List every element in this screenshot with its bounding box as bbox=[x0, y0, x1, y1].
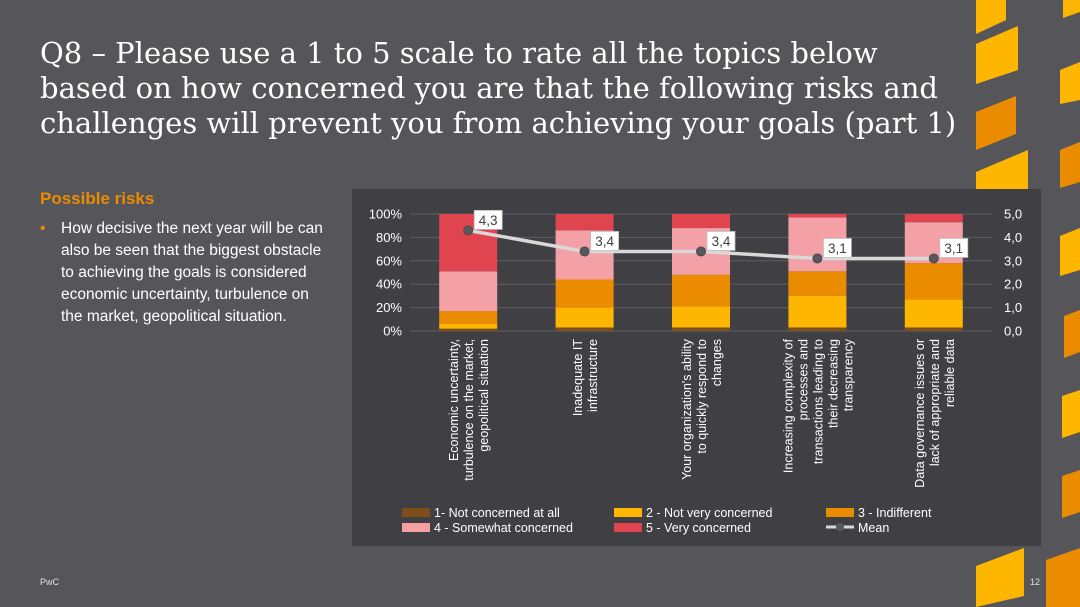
deco-shape bbox=[1062, 390, 1080, 438]
deco-shape bbox=[1060, 228, 1080, 276]
bar-segment bbox=[788, 295, 847, 328]
bar-segment bbox=[904, 214, 963, 223]
mean-point bbox=[812, 253, 823, 264]
x-tick-label: reliable data bbox=[943, 339, 957, 407]
bar-segment bbox=[672, 214, 730, 229]
y-tick-label-right: 3,0 bbox=[1004, 253, 1022, 268]
bullet-text: How decisive the next year will be can a… bbox=[61, 220, 323, 325]
deco-shape bbox=[976, 548, 1024, 607]
x-tick-label: transactions leading to bbox=[811, 339, 825, 464]
deco-shape bbox=[1046, 548, 1080, 607]
y-tick-label-right: 5,0 bbox=[1004, 207, 1022, 222]
y-tick-label-left: 40% bbox=[376, 277, 402, 292]
y-tick-label-right: 4,0 bbox=[1004, 230, 1022, 245]
legend-label: 3 - Indifferent bbox=[858, 506, 932, 520]
y-tick-label-left: 0% bbox=[383, 324, 402, 339]
x-tick-label: their decreasing bbox=[826, 339, 840, 428]
section-heading: Possible risks bbox=[40, 189, 155, 208]
bar-segment bbox=[672, 274, 730, 307]
x-tick-label: infrastructure bbox=[586, 339, 600, 412]
bar-segment bbox=[672, 306, 730, 328]
bar-segment bbox=[555, 327, 614, 331]
x-tick-label: geopolitical situation bbox=[477, 339, 491, 452]
y-tick-label-left: 60% bbox=[376, 253, 402, 268]
y-tick-label-left: 80% bbox=[376, 230, 402, 245]
mean-point bbox=[928, 253, 939, 264]
x-tick-label: lack of appropriate and bbox=[928, 339, 942, 466]
y-tick-label-right: 1,0 bbox=[1004, 300, 1022, 315]
bar-segment bbox=[904, 263, 963, 300]
bar-segment bbox=[555, 214, 614, 231]
legend-label: Mean bbox=[858, 521, 889, 535]
bar-segment bbox=[439, 311, 498, 324]
mean-data-label: 3,4 bbox=[712, 234, 731, 249]
mean-data-label: 3,4 bbox=[595, 234, 614, 249]
mean-label-box bbox=[706, 231, 736, 251]
bar-segment bbox=[439, 271, 498, 312]
legend-label: 2 - Not very concerned bbox=[646, 506, 772, 520]
x-tick-label: processes and bbox=[796, 339, 810, 420]
bar-segment bbox=[555, 307, 614, 328]
deco-shape bbox=[976, 0, 1006, 34]
bar-segment bbox=[788, 214, 847, 218]
bar-segment bbox=[904, 299, 963, 328]
y-tick-label-right: 0,0 bbox=[1004, 324, 1022, 339]
legend-swatch bbox=[826, 508, 854, 517]
slide-title: Q8 – Please use a 1 to 5 scale to rate a… bbox=[40, 36, 957, 140]
bar-segment bbox=[439, 328, 498, 331]
mean-label-box bbox=[590, 231, 620, 251]
legend-swatch bbox=[402, 508, 430, 517]
deco-shape bbox=[1063, 0, 1080, 18]
bar-segment bbox=[904, 327, 963, 331]
stacked-bar-chart: 0% 20% 40% 60% 80% 100% 0,0 1,0 2,0 3,0 4,0 5,0 4,3 3… bbox=[369, 207, 1022, 536]
mean-data-label: 3,1 bbox=[944, 241, 963, 256]
bar-segment bbox=[439, 323, 498, 329]
deco-shape bbox=[1062, 470, 1080, 518]
legend-swatch bbox=[402, 523, 430, 532]
legend-swatch bbox=[614, 508, 642, 517]
y-tick-label-right: 2,0 bbox=[1004, 277, 1022, 292]
legend-swatch bbox=[614, 523, 642, 532]
bullet-marker: • bbox=[40, 220, 46, 237]
x-tick-label: Data governance issues or bbox=[913, 339, 927, 488]
bullet-item: • How decisive the next year will be can… bbox=[40, 218, 330, 328]
legend-label: 1- Not concerned at all bbox=[434, 506, 560, 520]
bar-segment bbox=[672, 327, 730, 331]
x-tick-label: turbulence on the market, bbox=[462, 339, 476, 481]
legend-label: 4 - Somewhat concerned bbox=[434, 521, 573, 535]
x-tick-label: transparency bbox=[841, 338, 855, 411]
mean-data-label: 4,3 bbox=[479, 213, 498, 228]
bar-segment bbox=[788, 327, 847, 331]
x-tick-label: Increasing complexity of bbox=[781, 338, 795, 473]
y-tick-label-left: 100% bbox=[369, 207, 403, 222]
mean-label-box bbox=[473, 209, 503, 230]
y-tick-label-left: 20% bbox=[376, 300, 402, 315]
deco-shape bbox=[1064, 310, 1080, 358]
mean-data-label: 3,1 bbox=[828, 241, 847, 256]
mean-label-box bbox=[939, 238, 969, 258]
legend-mean-marker bbox=[836, 523, 844, 531]
deco-shape bbox=[976, 96, 1016, 150]
x-tick-label: Your organization's ability bbox=[680, 338, 694, 480]
mean-point bbox=[463, 225, 474, 236]
bar-segment bbox=[555, 279, 614, 308]
deco-shape bbox=[1060, 62, 1080, 104]
footer-brand: PwC bbox=[40, 577, 60, 587]
x-tick-label: Economic uncertainty, bbox=[447, 339, 461, 461]
mean-label-box bbox=[822, 238, 852, 258]
x-tick-label: to quickly respond to bbox=[695, 339, 709, 454]
x-tick-label: changes bbox=[710, 339, 724, 386]
chart-panel: 0% 20% 40% 60% 80% 100% 0,0 1,0 2,0 3,0 4,0 5,0 4,3 3… bbox=[352, 189, 1041, 546]
x-tick-label: Inadequate IT bbox=[571, 339, 585, 417]
mean-point bbox=[696, 246, 706, 257]
mean-point bbox=[579, 246, 590, 257]
deco-shape bbox=[1060, 142, 1080, 188]
legend-label: 5 - Very concerned bbox=[646, 521, 751, 535]
deco-shape bbox=[976, 26, 1018, 84]
bar-segment bbox=[788, 271, 847, 296]
page-number: 12 bbox=[1030, 577, 1041, 587]
